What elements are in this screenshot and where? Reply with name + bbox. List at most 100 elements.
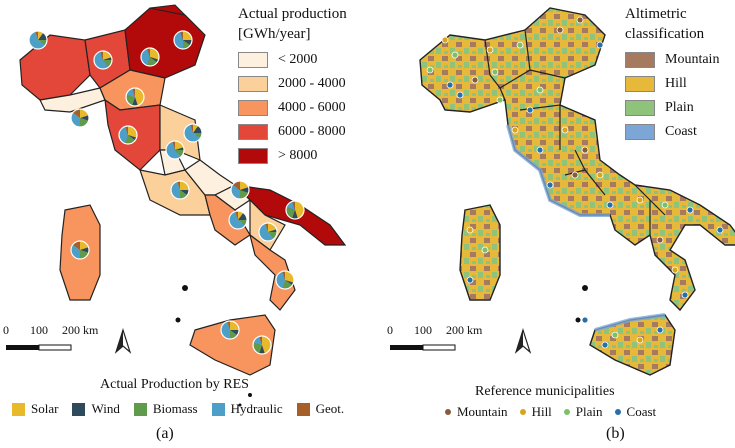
pie-chart [230,180,250,200]
pie-slice [119,126,128,144]
mun-item-2: Plain [563,404,603,420]
municipality-dot [576,16,584,24]
legend-swatch [238,76,268,92]
res-label: Geot. [315,401,345,416]
mun-dot [563,409,570,415]
scale-bar-b [390,344,456,351]
pie-slice [150,57,159,63]
production-legend: Actual production [GWh/year] < 2000 2000 … [238,4,347,168]
municipality-dot [466,276,474,284]
scale-bar-a [6,344,72,351]
legend-class-4: > 8000 [238,144,347,168]
pie-chart [285,200,305,220]
res-legend: Solar Wind Biomass Hydraulic Geot. [12,401,358,417]
pie-slice [180,181,189,190]
scale-label-0: 0 [3,323,9,337]
legend-label: Hill [665,76,687,91]
municipality-dot [486,46,494,54]
pie-slice [259,345,265,355]
pie-slice [80,247,89,253]
mun-legend-title: Reference municipalities [475,384,615,399]
pie-slice [229,211,246,229]
legend-label: Coast [665,124,697,139]
pie-chart [220,320,240,340]
mun-item-1: Hill [519,404,552,420]
pie-slice [240,190,249,199]
municipality-dot [716,226,724,234]
region-trentino [149,4,187,16]
pie-slice [238,211,244,220]
res-label: Solar [31,401,59,416]
pie-slice [235,211,238,220]
mun-dot [519,409,526,415]
municipality-dot [661,201,669,209]
pie-slice [147,57,158,67]
municipality-dot [561,126,569,134]
municipality-dot [496,96,504,104]
municipality-dot [636,196,644,204]
municipality-dot [491,68,499,76]
municipality-dot [686,206,694,214]
res-label: Wind [91,401,120,416]
municipality-dot [516,41,524,49]
pie-slice [147,48,150,57]
municipality-dot [571,171,579,179]
res-item-0: Solar [12,401,58,417]
legend-class-0: < 2000 [238,48,347,72]
res-swatch [12,402,25,416]
north-arrow-a [114,328,132,354]
legend-swatch [238,100,268,116]
legend-label: 6000 - 8000 [278,124,346,139]
municipality-dot [606,201,614,209]
pie-slice [292,210,298,219]
pie-slice [103,57,112,60]
municipality-dot [556,26,564,34]
region-north-west [19,34,91,101]
mun-label: Mountain [457,404,508,419]
legend-label: Plain [665,100,694,115]
municipality-dot [546,181,554,189]
municipality-dot [536,146,544,154]
municipality-dot [611,331,619,339]
legend-class-3: Coast [625,120,719,144]
municipality-dot [471,76,479,84]
pie-slice [230,321,239,330]
caption-b: (b) [606,425,625,442]
municipality-dots [426,16,724,349]
legend-class-0: Mountain [625,48,719,72]
res-label: Hydraulic [230,401,283,416]
municipality-dot [596,41,604,49]
pie-slice [262,336,272,354]
legend-class-1: 2000 - 4000 [238,72,347,96]
pie-slice [141,48,150,66]
pie-slice [276,271,285,289]
region-sicily [189,314,276,376]
pie-slice [175,141,184,150]
pie-slice [285,271,295,283]
pie-slice [184,124,201,142]
res-swatch [72,402,86,416]
region-campania [204,194,251,246]
municipality-dot [426,66,434,74]
res-pie-charts [28,30,305,355]
municipality-dot [481,246,489,254]
legend-b-title-line2: classification [625,26,705,42]
legend-label: 2000 - 4000 [278,76,346,91]
pie-slice [175,147,184,150]
pie-slice [240,187,249,193]
pie-slice [193,124,199,133]
legend-swatch [625,76,655,92]
legend-title-line2: [GWh/year] [238,26,311,42]
pie-slice [253,336,262,345]
pie-slice [80,250,89,259]
res-swatch [296,402,310,416]
res-item-2: Biomass [133,401,198,417]
pie-slice [80,109,89,118]
pie-slice [172,141,175,150]
pie-chart [252,335,272,355]
pie-slice [128,126,137,138]
mun-label: Coast [626,404,657,419]
legend-swatch [625,100,655,116]
municipality-dot [656,326,664,334]
